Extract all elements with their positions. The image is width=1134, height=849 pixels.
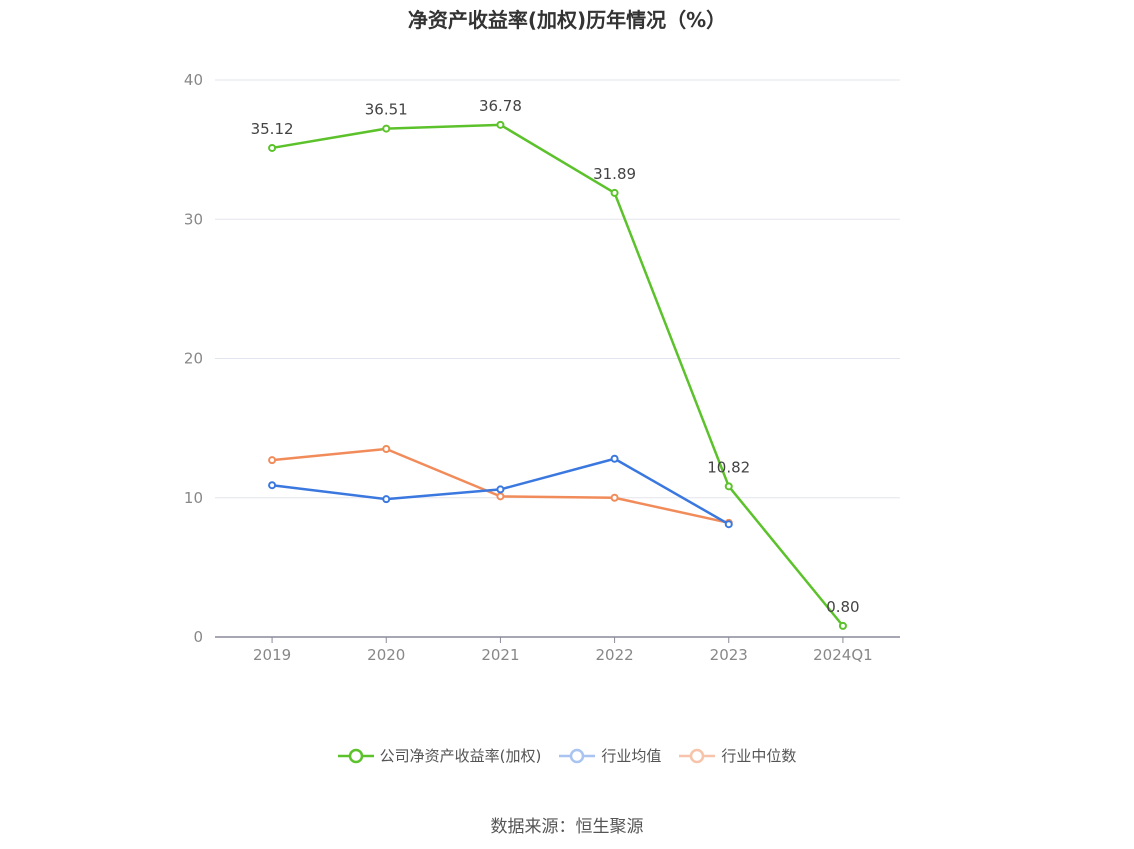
x-tick-label: 2022 — [595, 646, 633, 664]
y-tick-label: 20 — [184, 350, 203, 368]
chart-legend: 公司净资产收益率(加权) 行业均值 行业中位数 — [0, 745, 1134, 766]
data-point — [496, 492, 505, 501]
data-point — [268, 456, 277, 465]
data-point — [610, 493, 619, 502]
x-tick-label: 2020 — [367, 646, 405, 664]
legend-item-company[interactable]: 公司净资产收益率(加权) — [337, 745, 542, 766]
data-point — [496, 485, 505, 494]
x-tick-label: 2023 — [710, 646, 748, 664]
legend-label: 行业中位数 — [721, 747, 797, 765]
data-point — [724, 520, 733, 529]
grid-lines — [215, 79, 900, 499]
data-point — [838, 621, 847, 630]
data-label: 0.80 — [826, 598, 859, 616]
legend-item-industry-median[interactable]: 行业中位数 — [679, 745, 796, 766]
data-point — [610, 454, 619, 463]
x-tick-label: 2024Q1 — [813, 646, 873, 664]
y-tick-label: 0 — [193, 628, 203, 646]
data-label: 31.89 — [593, 165, 636, 183]
data-point — [610, 188, 619, 197]
data-label: 36.51 — [365, 101, 408, 119]
data-label: 35.12 — [251, 120, 294, 138]
legend-label: 行业均值 — [601, 747, 662, 765]
x-tick-label: 2021 — [481, 646, 519, 664]
legend-item-industry-mean[interactable]: 行业均值 — [559, 745, 661, 766]
data-point — [382, 445, 391, 454]
legend-marker-icon — [679, 748, 716, 763]
data-point — [382, 124, 391, 133]
series-line — [271, 123, 844, 627]
x-tick-label: 2019 — [253, 646, 291, 664]
data-point — [268, 481, 277, 490]
legend-label: 公司净资产收益率(加权) — [379, 747, 542, 765]
data-point — [724, 482, 733, 491]
data-point — [496, 120, 505, 129]
chart-title: 净资产收益率(加权)历年情况（%） — [407, 8, 727, 32]
series-lines — [268, 120, 847, 630]
legend-marker-icon — [559, 748, 596, 763]
y-tick-label: 30 — [184, 210, 203, 228]
data-label: 10.82 — [707, 458, 750, 476]
axes: 0 10 20 30 40 2019 2020 2021 2022 2023 2024Q1 — [184, 71, 900, 664]
legend-marker-icon — [337, 748, 374, 763]
data-label: 36.78 — [479, 97, 522, 115]
data-point — [382, 495, 391, 504]
y-tick-label: 10 — [184, 489, 203, 507]
y-tick-label: 40 — [184, 71, 203, 89]
data-labels: 35.12 36.51 36.78 31.89 10.82 0.80 — [251, 97, 860, 616]
data-point — [268, 143, 277, 152]
data-source: 数据来源：恒生聚源 — [490, 817, 644, 837]
